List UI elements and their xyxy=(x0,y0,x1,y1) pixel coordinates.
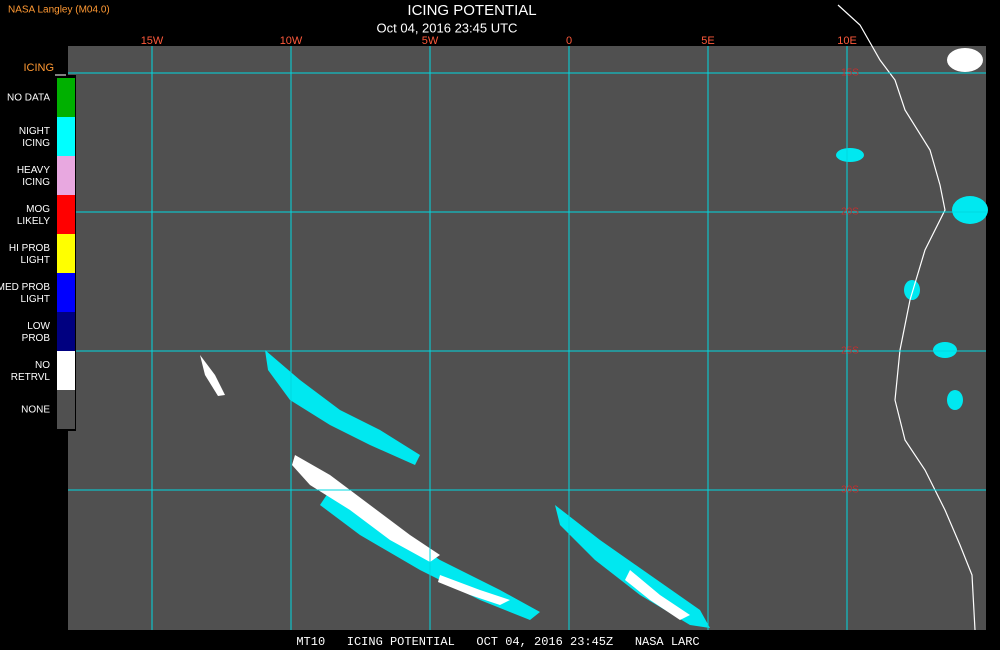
coastline xyxy=(837,4,976,631)
longitude-label: 10W xyxy=(280,35,303,47)
legend-title: ICING xyxy=(23,62,54,74)
legend-label: NIGHT ICING xyxy=(19,126,50,149)
latitude-label: 20S xyxy=(841,207,859,218)
latitude-label: 30S xyxy=(841,485,859,496)
cloud xyxy=(292,455,440,562)
legend-swatch xyxy=(57,273,75,312)
footer: MT10 ICING POTENTIAL OCT 04, 2016 23:45Z… xyxy=(296,635,699,649)
legend-swatch xyxy=(57,78,75,117)
latitude-label: 25S xyxy=(841,346,859,357)
subtitle: Oct 04, 2016 23:45 UTC xyxy=(377,20,518,35)
cloud xyxy=(947,48,983,72)
legend-swatch xyxy=(57,117,75,156)
legend-label: MED PROB LIGHT xyxy=(0,282,50,305)
legend-label: NO RETRVL xyxy=(11,360,51,383)
longitude-label: 5W xyxy=(422,35,439,47)
title: ICING POTENTIAL xyxy=(407,2,536,19)
legend-label: MOG LIKELY xyxy=(17,204,50,227)
longitude-label: 15W xyxy=(141,35,164,47)
image-area xyxy=(68,46,986,630)
longitude-label: 0 xyxy=(566,35,572,47)
legend-swatch xyxy=(57,312,75,351)
source-label: NASA Langley (M04.0) xyxy=(8,5,110,16)
legend-label: NONE xyxy=(21,405,50,416)
cloud xyxy=(200,355,225,396)
latitude-label: 15S xyxy=(841,68,859,79)
legend-label: LOW PROB xyxy=(22,321,51,344)
cloud xyxy=(265,350,420,465)
white-clouds xyxy=(200,48,983,620)
cloud xyxy=(555,505,710,628)
legend-swatch xyxy=(57,390,75,429)
legend-swatch xyxy=(57,351,75,390)
longitude-label: 10E xyxy=(837,35,857,47)
cloud xyxy=(904,280,920,300)
cloud xyxy=(952,196,988,224)
legend-label: NO DATA xyxy=(7,93,50,104)
legend-swatch xyxy=(57,195,75,234)
longitude-label: 5E xyxy=(701,35,714,47)
legend-swatch xyxy=(57,234,75,273)
legend-label: HI PROB LIGHT xyxy=(9,243,50,266)
cloud xyxy=(625,570,690,620)
cloud xyxy=(947,390,963,410)
cloud xyxy=(836,148,864,162)
cloud xyxy=(933,342,957,358)
legend-label: HEAVY ICING xyxy=(17,165,50,188)
cloud xyxy=(438,575,510,605)
legend-swatch xyxy=(57,156,75,195)
